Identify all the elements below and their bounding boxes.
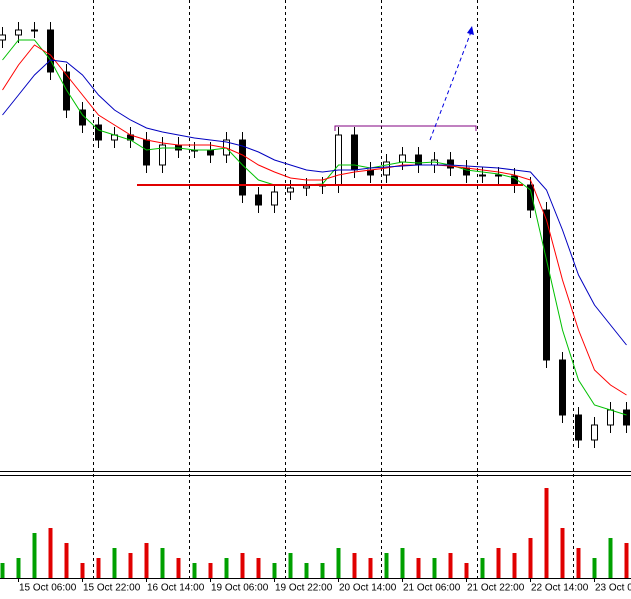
candle-body — [255, 194, 262, 206]
volume-bar — [352, 553, 357, 578]
volume-bar — [192, 563, 197, 578]
volume-bar — [304, 563, 309, 578]
volume-bar — [0, 563, 5, 578]
volume-bar — [48, 528, 53, 578]
volume-bar — [560, 528, 565, 578]
volume-bar — [512, 553, 517, 578]
x-tick-label: 15 Oct 06:00 — [19, 583, 77, 594]
volume-bar — [16, 558, 21, 578]
candle-body — [47, 29, 54, 73]
candle-body — [0, 34, 6, 41]
volume-bar — [544, 488, 549, 578]
candle-body — [287, 187, 294, 193]
x-tick-label: 16 Oct 14:00 — [147, 583, 205, 594]
candle-body — [95, 124, 102, 141]
candle-body — [271, 191, 278, 206]
volume-bar — [144, 543, 149, 578]
candle-body — [303, 185, 310, 189]
candle-body — [63, 71, 70, 111]
volume-bar — [112, 548, 117, 578]
x-tick-label: 15 Oct 22:00 — [83, 583, 141, 594]
candle-body — [607, 409, 614, 426]
volume-bar — [272, 563, 277, 578]
volume-bar — [624, 543, 629, 578]
candle-body — [31, 29, 38, 32]
x-tick-label: 21 Oct 06:00 — [403, 583, 461, 594]
volume-bar — [336, 548, 341, 578]
volume-bar — [576, 548, 581, 578]
candle-body — [527, 184, 534, 211]
candle-body — [335, 134, 342, 186]
volume-bar — [368, 558, 373, 578]
candle-body — [495, 174, 502, 177]
volume-bar — [240, 553, 245, 578]
candle-body — [447, 159, 454, 169]
volume-bar — [592, 558, 597, 578]
volume-bar — [464, 563, 469, 578]
arrow-head — [467, 26, 474, 35]
volume-bar — [528, 538, 533, 578]
volume-bar — [608, 538, 613, 578]
volume-bar — [384, 553, 389, 578]
volume-bar — [400, 548, 405, 578]
volume-bar — [496, 548, 501, 578]
x-tick-label: 23 Oct 0 — [595, 583, 631, 594]
candle-body — [543, 209, 550, 361]
volume-bar — [224, 558, 229, 578]
candle-body — [207, 149, 214, 156]
volume-bar — [320, 563, 325, 578]
volume-bar — [480, 558, 485, 578]
candle-body — [623, 409, 630, 426]
volume-bar — [80, 563, 85, 578]
volume-bar — [160, 548, 165, 578]
moving-average — [2, 39, 627, 416]
moving-average — [2, 44, 627, 396]
volume-bar — [416, 558, 421, 578]
candle-body — [399, 154, 406, 163]
volume-bar — [256, 558, 261, 578]
volume-bar — [96, 558, 101, 578]
candle-body — [159, 144, 166, 166]
x-tick-label: 19 Oct 06:00 — [211, 583, 269, 594]
candle-body — [15, 29, 22, 36]
x-tick-label: 22 Oct 14:00 — [531, 583, 589, 594]
volume-bar — [176, 558, 181, 578]
volume-bar — [288, 553, 293, 578]
volume-bar — [208, 563, 213, 578]
target-arrow — [429, 31, 472, 141]
candle-body — [575, 414, 582, 441]
x-tick-label: 21 Oct 22:00 — [467, 583, 525, 594]
separators — [93, 0, 574, 578]
candle-body — [143, 139, 150, 166]
volume-bar — [448, 553, 453, 578]
volume-bar — [128, 553, 133, 578]
moving-average — [2, 59, 627, 346]
volume-bar — [432, 558, 437, 578]
x-tick-label: 20 Oct 14:00 — [339, 583, 397, 594]
candle-body — [591, 424, 598, 441]
candle-body — [479, 174, 486, 177]
volume-bar — [64, 543, 69, 578]
candle-body — [559, 359, 566, 416]
range-line — [334, 125, 477, 131]
x-tick-label: 19 Oct 22:00 — [275, 583, 333, 594]
volume-bar — [32, 533, 37, 578]
marks: 15 Oct 06:00 15 Oct 22:00 16 Oct 14:00 19 O… — [0, 22, 631, 594]
